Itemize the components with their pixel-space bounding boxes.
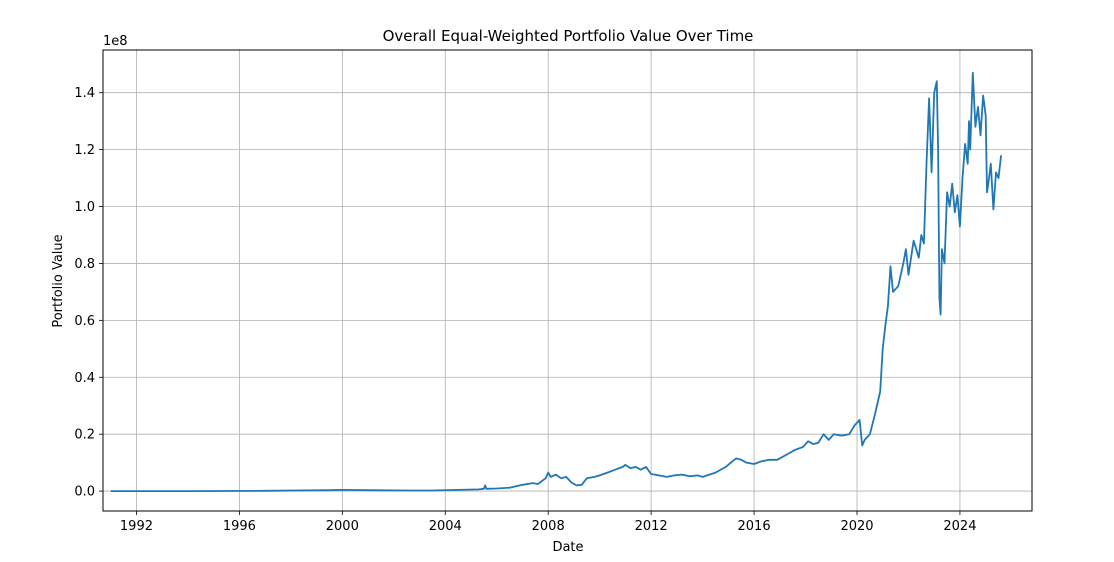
y-tick-label: 1.0 (74, 200, 95, 215)
y-tick-label: 0.0 (74, 485, 95, 500)
x-tick-label: 1992 (120, 519, 153, 534)
x-tick-label: 1996 (223, 519, 256, 534)
chart-title: Overall Equal-Weighted Portfolio Value O… (383, 27, 754, 45)
y-axis-offset-label: 1e8 (103, 34, 128, 49)
x-tick-label: 2008 (532, 519, 565, 534)
series-line (110, 71, 1002, 493)
y-tick-label: 0.2 (74, 428, 95, 443)
y-axis: 0.0 0.2 0.4 0.6 0.8 1.0 1.2 1.4 (74, 86, 103, 500)
y-tick-label: 0.6 (74, 314, 95, 329)
x-tick-label: 2004 (429, 519, 462, 534)
x-axis-label: Date (552, 540, 583, 555)
plot-frame (102, 49, 1033, 512)
y-tick-label: 0.8 (74, 257, 95, 272)
x-axis: 1992 1996 2000 2004 2008 2012 2016 2020 2024 (120, 511, 976, 534)
x-tick-label: 2016 (738, 519, 771, 534)
y-tick-label: 1.4 (74, 86, 95, 101)
x-tick-label: 2000 (326, 519, 359, 534)
x-tick-label: 2012 (635, 519, 668, 534)
series-layer (110, 71, 1002, 493)
x-tick-label: 2024 (943, 519, 976, 534)
grid (103, 50, 1032, 511)
x-tick-label: 2020 (840, 519, 873, 534)
y-tick-label: 1.2 (74, 143, 95, 158)
y-tick-label: 0.4 (74, 371, 95, 386)
y-axis-label: Portfolio Value (51, 234, 66, 327)
